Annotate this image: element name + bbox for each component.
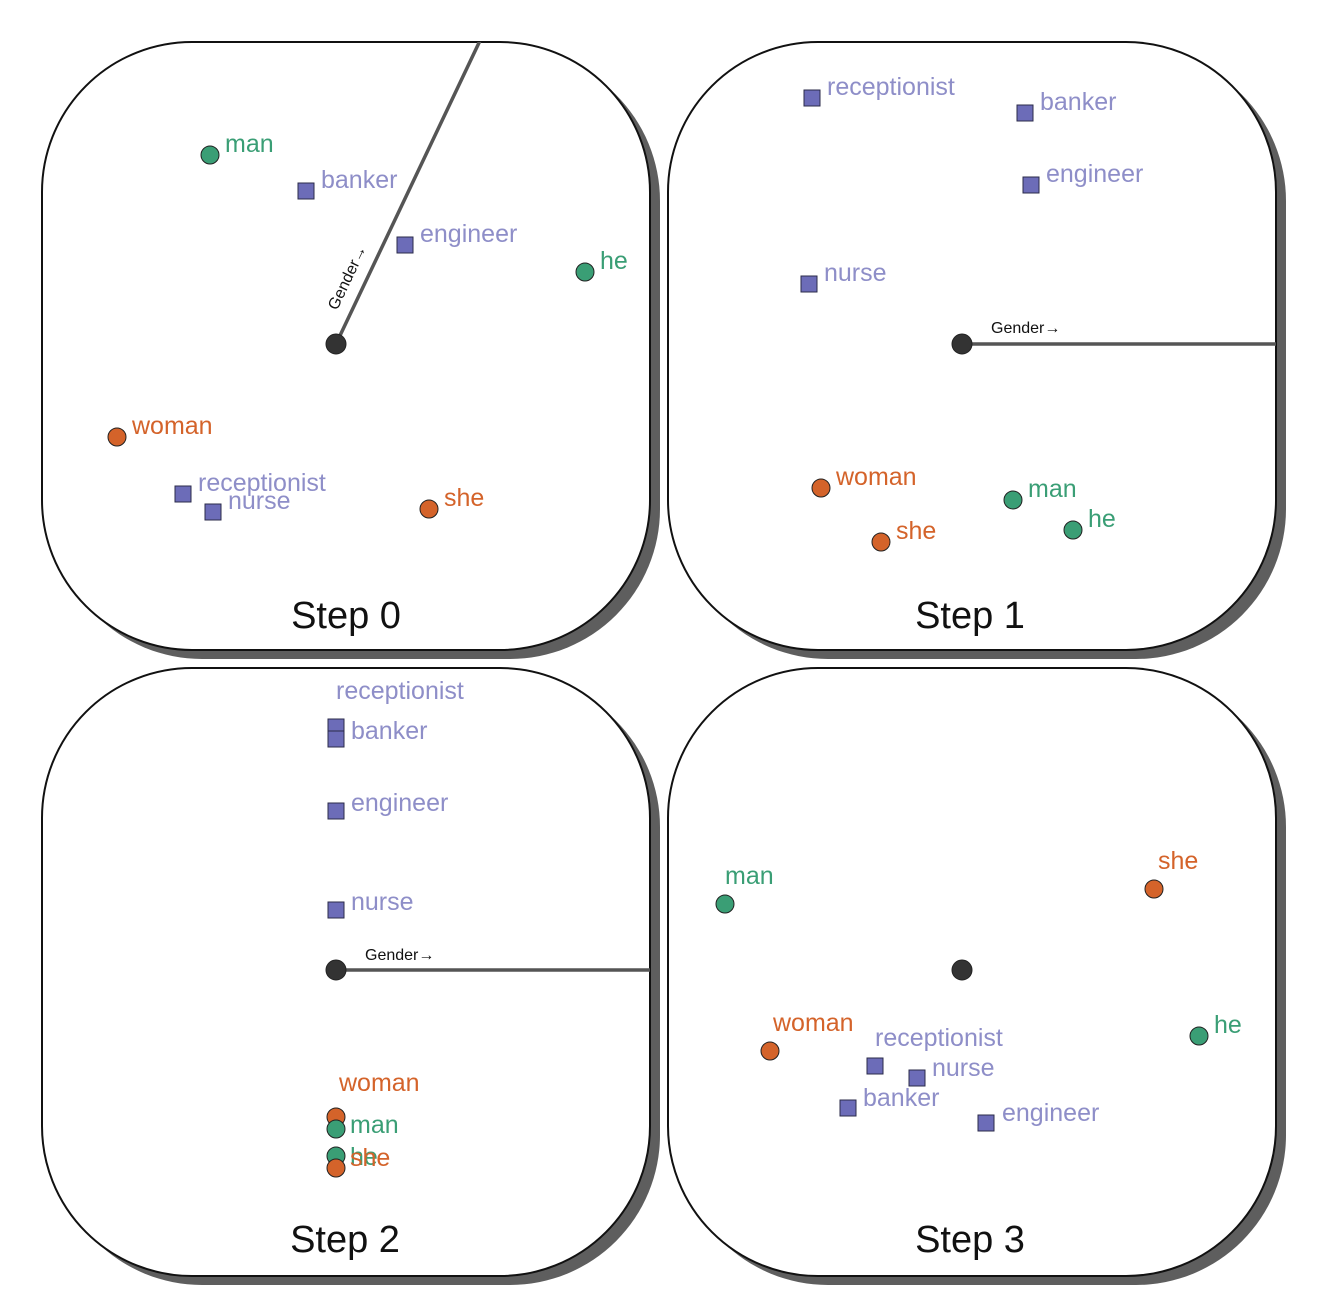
nurse-label: nurse — [228, 487, 291, 515]
engineer-square-marker — [1022, 176, 1040, 194]
she-circle-marker — [871, 532, 891, 552]
origin-point — [325, 959, 347, 981]
engineer-label: engineer — [420, 220, 517, 248]
woman-circle-marker — [760, 1041, 780, 1061]
receptionist-label: receptionist — [198, 469, 326, 497]
man-label: man — [725, 862, 774, 890]
he-label: he — [600, 247, 628, 275]
man-circle-marker — [1003, 490, 1023, 510]
woman-circle-marker — [107, 427, 127, 447]
nurse-square-marker — [327, 901, 345, 919]
man-circle-marker — [326, 1119, 346, 1139]
man-label: man — [350, 1111, 399, 1139]
nurse-square-marker — [204, 503, 222, 521]
banker-label: banker — [321, 166, 397, 194]
step-title: Step 3 — [915, 1219, 1025, 1261]
she-circle-marker — [326, 1158, 346, 1178]
nurse-square-marker — [908, 1069, 926, 1087]
banker-square-marker — [297, 182, 315, 200]
panel-step-1: Gender→ receptionist banker engineer nurse w… — [667, 41, 1286, 659]
receptionist-square-marker — [803, 89, 821, 107]
nurse-label: nurse — [351, 888, 414, 916]
woman-label: woman — [835, 463, 917, 491]
receptionist-label: receptionist — [827, 73, 955, 101]
gender-axis-label: Gender→ — [365, 947, 434, 964]
receptionist-label: receptionist — [336, 677, 464, 705]
engineer-label: engineer — [1046, 160, 1143, 188]
he-label: he — [1214, 1011, 1242, 1039]
origin-point — [325, 333, 347, 355]
she-label: she — [896, 517, 936, 545]
woman-label: woman — [772, 1009, 854, 1037]
receptionist-label: receptionist — [875, 1024, 1003, 1052]
banker-label: banker — [1040, 88, 1116, 116]
she-circle-marker — [1144, 879, 1164, 899]
banker-square-marker — [327, 730, 345, 748]
she-label: she — [350, 1144, 390, 1172]
nurse-square-marker — [800, 275, 818, 293]
banker-square-marker — [839, 1099, 857, 1117]
woman-circle-marker — [811, 478, 831, 498]
step-title: Step 2 — [290, 1219, 400, 1261]
woman-label: woman — [131, 412, 213, 440]
receptionist-square-marker — [866, 1057, 884, 1075]
she-label: she — [444, 484, 484, 512]
man-circle-marker — [715, 894, 735, 914]
engineer-label: engineer — [1002, 1099, 1099, 1127]
gender-axis-label: Gender→ — [991, 320, 1060, 337]
step-title: Step 0 — [291, 595, 401, 637]
nurse-label: nurse — [824, 259, 887, 287]
man-label: man — [1028, 475, 1077, 503]
nurse-label: nurse — [932, 1054, 995, 1082]
engineer-square-marker — [396, 236, 414, 254]
receptionist-square-marker — [174, 485, 192, 503]
panel-step-2: Gender→ receptionist banker engineer nurse w… — [41, 667, 660, 1285]
he-label: he — [1088, 505, 1116, 533]
man-label: man — [225, 130, 274, 158]
she-label: she — [1158, 847, 1198, 875]
origin-point — [951, 333, 973, 355]
he-circle-marker — [575, 262, 595, 282]
engineer-square-marker — [977, 1114, 995, 1132]
engineer-label: engineer — [351, 789, 448, 817]
banker-label: banker — [863, 1084, 939, 1112]
banker-label: banker — [351, 717, 427, 745]
step-title: Step 1 — [915, 595, 1025, 637]
woman-label: woman — [338, 1069, 420, 1097]
origin-point — [951, 959, 973, 981]
panel-step-0: Gender→ manbankerengineerhewomanreceptio… — [41, 41, 660, 659]
gender-axis-line — [334, 42, 488, 345]
man-circle-marker — [200, 145, 220, 165]
he-circle-marker — [1063, 520, 1083, 540]
he-circle-marker — [1189, 1026, 1209, 1046]
she-circle-marker — [419, 499, 439, 519]
engineer-square-marker — [327, 802, 345, 820]
he-label: he — [350, 1143, 378, 1171]
banker-square-marker — [1016, 104, 1034, 122]
